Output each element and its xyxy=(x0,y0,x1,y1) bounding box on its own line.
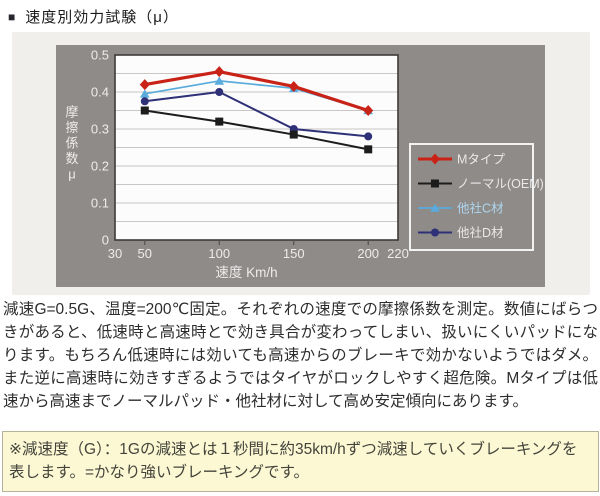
chart-panel: 30 50 100 150 200 220 0 0.1 0.2 0.3 0.4 0.5 摩擦係数 μ 速度 … xyxy=(56,45,545,287)
y-tick-label: 0.2 xyxy=(91,159,109,174)
x-tick-label: 200 xyxy=(357,246,379,261)
legend-label: ノーマル(OEM) xyxy=(457,177,544,191)
legend-label: 他社C材 xyxy=(457,201,504,216)
marker-circle xyxy=(431,228,439,237)
marker-diamond xyxy=(288,80,299,92)
series-他社D材 xyxy=(140,88,373,141)
y-tick-label: 0 xyxy=(102,233,109,248)
marker-square xyxy=(431,179,439,188)
marker-triangle xyxy=(430,203,440,212)
marker-circle xyxy=(140,97,149,106)
marker-diamond xyxy=(363,105,374,116)
y-tick-label: 0.4 xyxy=(91,85,109,100)
x-tick-label: 150 xyxy=(283,246,305,261)
page-title: ■ 速度別効力試験（μ） xyxy=(8,6,179,27)
legend-label: 他社D材 xyxy=(457,225,504,240)
x-tick-label: 220 xyxy=(387,246,409,261)
marker-triangle xyxy=(139,89,150,98)
plot-border xyxy=(114,54,399,241)
y-axis-title: 擦 xyxy=(65,120,78,135)
marker-triangle xyxy=(214,76,225,85)
y-axis-title: 数 xyxy=(65,151,78,166)
legend-label: Mタイプ xyxy=(457,153,505,167)
y-tick-label: 0.5 xyxy=(91,48,109,63)
x-tick-label: 30 xyxy=(108,246,122,261)
legend-border xyxy=(409,143,534,251)
y-axis-title: 係 xyxy=(65,136,78,151)
marker-square xyxy=(215,117,224,126)
legend-item-他社C材: 他社C材 xyxy=(418,201,504,216)
title-bullet-icon: ■ xyxy=(8,9,17,24)
series-line xyxy=(143,91,370,138)
legend-item-Mタイプ: Mタイプ xyxy=(418,153,505,167)
x-axis-title: 速度 Km/h xyxy=(215,265,277,280)
description-text: 減速G=0.5G、温度=200℃固定。それぞれの速度での摩擦係数を測定。数値にば… xyxy=(3,301,598,410)
legend-item-他社D材: 他社D材 xyxy=(418,225,504,240)
title-text: 速度別効力試験（μ） xyxy=(25,9,179,26)
y-tick-label: 0.3 xyxy=(91,122,109,137)
marker-diamond xyxy=(430,153,440,165)
y-tick-label: 0.1 xyxy=(91,196,109,211)
x-tick-label: 50 xyxy=(138,246,152,261)
series-Mタイプ xyxy=(139,66,374,116)
note-box: ※減速度（G）：1Gの減速とは１秒間に約35km/hずつ減速していくブレーキング… xyxy=(2,431,599,492)
marker-square xyxy=(364,145,373,154)
series-ノーマル(OEM) xyxy=(140,106,373,154)
marker-square xyxy=(289,130,298,139)
series-line xyxy=(143,70,370,113)
legend-item-ノーマル(OEM): ノーマル(OEM) xyxy=(418,177,544,191)
marker-circle xyxy=(364,132,373,141)
series-line xyxy=(143,109,370,151)
marker-diamond xyxy=(139,79,150,91)
y-axis-title: μ xyxy=(68,167,76,182)
y-axis-title: 摩 xyxy=(65,105,78,120)
marker-diamond xyxy=(214,66,225,78)
marker-circle xyxy=(215,88,224,96)
x-tick-label: 100 xyxy=(208,246,230,261)
note-text: ※減速度（G）：1Gの減速とは１秒間に約35km/hずつ減速していくブレーキング… xyxy=(9,441,578,481)
marker-square xyxy=(140,106,149,115)
